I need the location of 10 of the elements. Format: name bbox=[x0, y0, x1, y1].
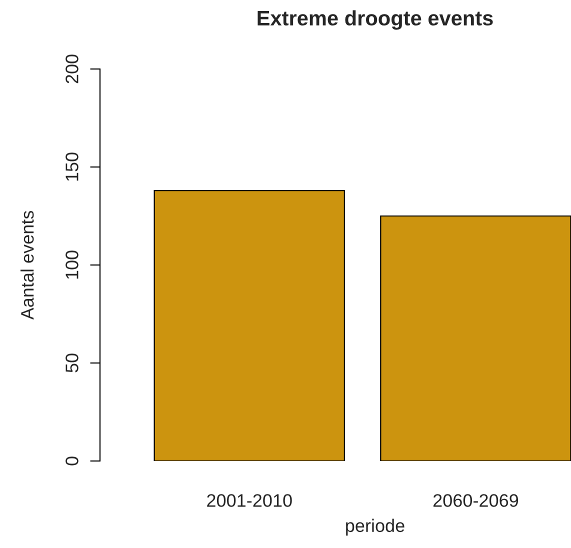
y-axis-title: Aantal events bbox=[20, 210, 34, 320]
y-tick-label: 100 bbox=[66, 250, 78, 279]
x-axis-title: periode bbox=[346, 518, 404, 536]
y-tick-label: 150 bbox=[66, 152, 78, 181]
y-tick-label: 50 bbox=[66, 354, 78, 372]
y-tick-label: 0 bbox=[66, 456, 78, 466]
chart-title: Extreme droogte events bbox=[258, 10, 493, 30]
y-tick-label: 200 bbox=[66, 54, 78, 84]
x-tick-label: 2001-2010 bbox=[207, 494, 292, 507]
x-tick-label: 2060-2069 bbox=[433, 494, 518, 507]
